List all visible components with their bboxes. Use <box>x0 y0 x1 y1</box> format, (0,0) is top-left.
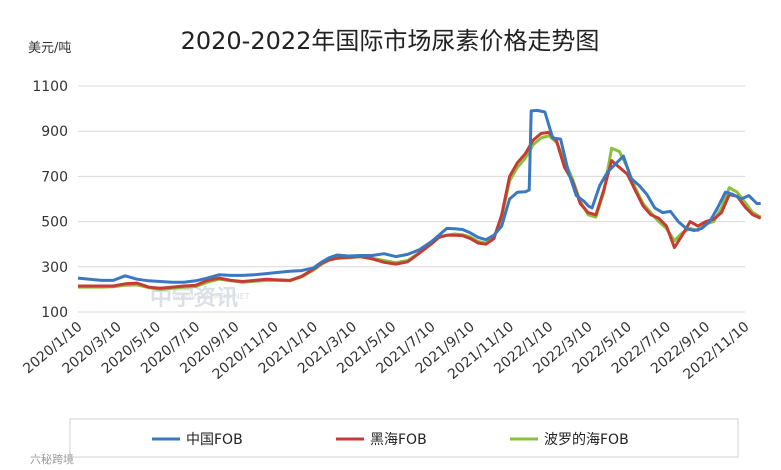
y-tick-label: 500 <box>41 215 68 231</box>
series-line-0 <box>77 108 761 284</box>
legend: 中国FOB 黑海FOB 波罗的海FOB <box>152 432 629 448</box>
series-line-1 <box>78 130 762 290</box>
series-lines <box>77 108 762 291</box>
legend-label-black-sea: 黑海FOB <box>370 432 427 448</box>
grid-lines <box>78 85 745 313</box>
y-tick-label: 300 <box>41 260 68 276</box>
y-tick-label: 900 <box>41 124 68 140</box>
footer-source: 六秘跨境 <box>30 452 74 466</box>
legend-box <box>69 418 739 458</box>
legend-label-china: 中国FOB <box>186 432 243 448</box>
x-axis-ticks: 2020/1/102020/3/102020/5/102020/7/102020… <box>20 319 752 383</box>
y-tick-label: 1100 <box>32 79 68 95</box>
legend-label-baltic: 波罗的海FOB <box>544 432 629 448</box>
y-axis-unit: 美元/吨 <box>28 41 71 56</box>
y-tick-label: 100 <box>41 305 68 321</box>
chart-title: 2020-2022年国际市场尿素价格走势图 <box>181 27 600 55</box>
y-tick-label: 700 <box>41 169 68 185</box>
y-axis-ticks: 100 300 500 700 900 1100 <box>32 79 68 321</box>
watermark-url: WWW.CHEM99.NET <box>172 292 250 301</box>
